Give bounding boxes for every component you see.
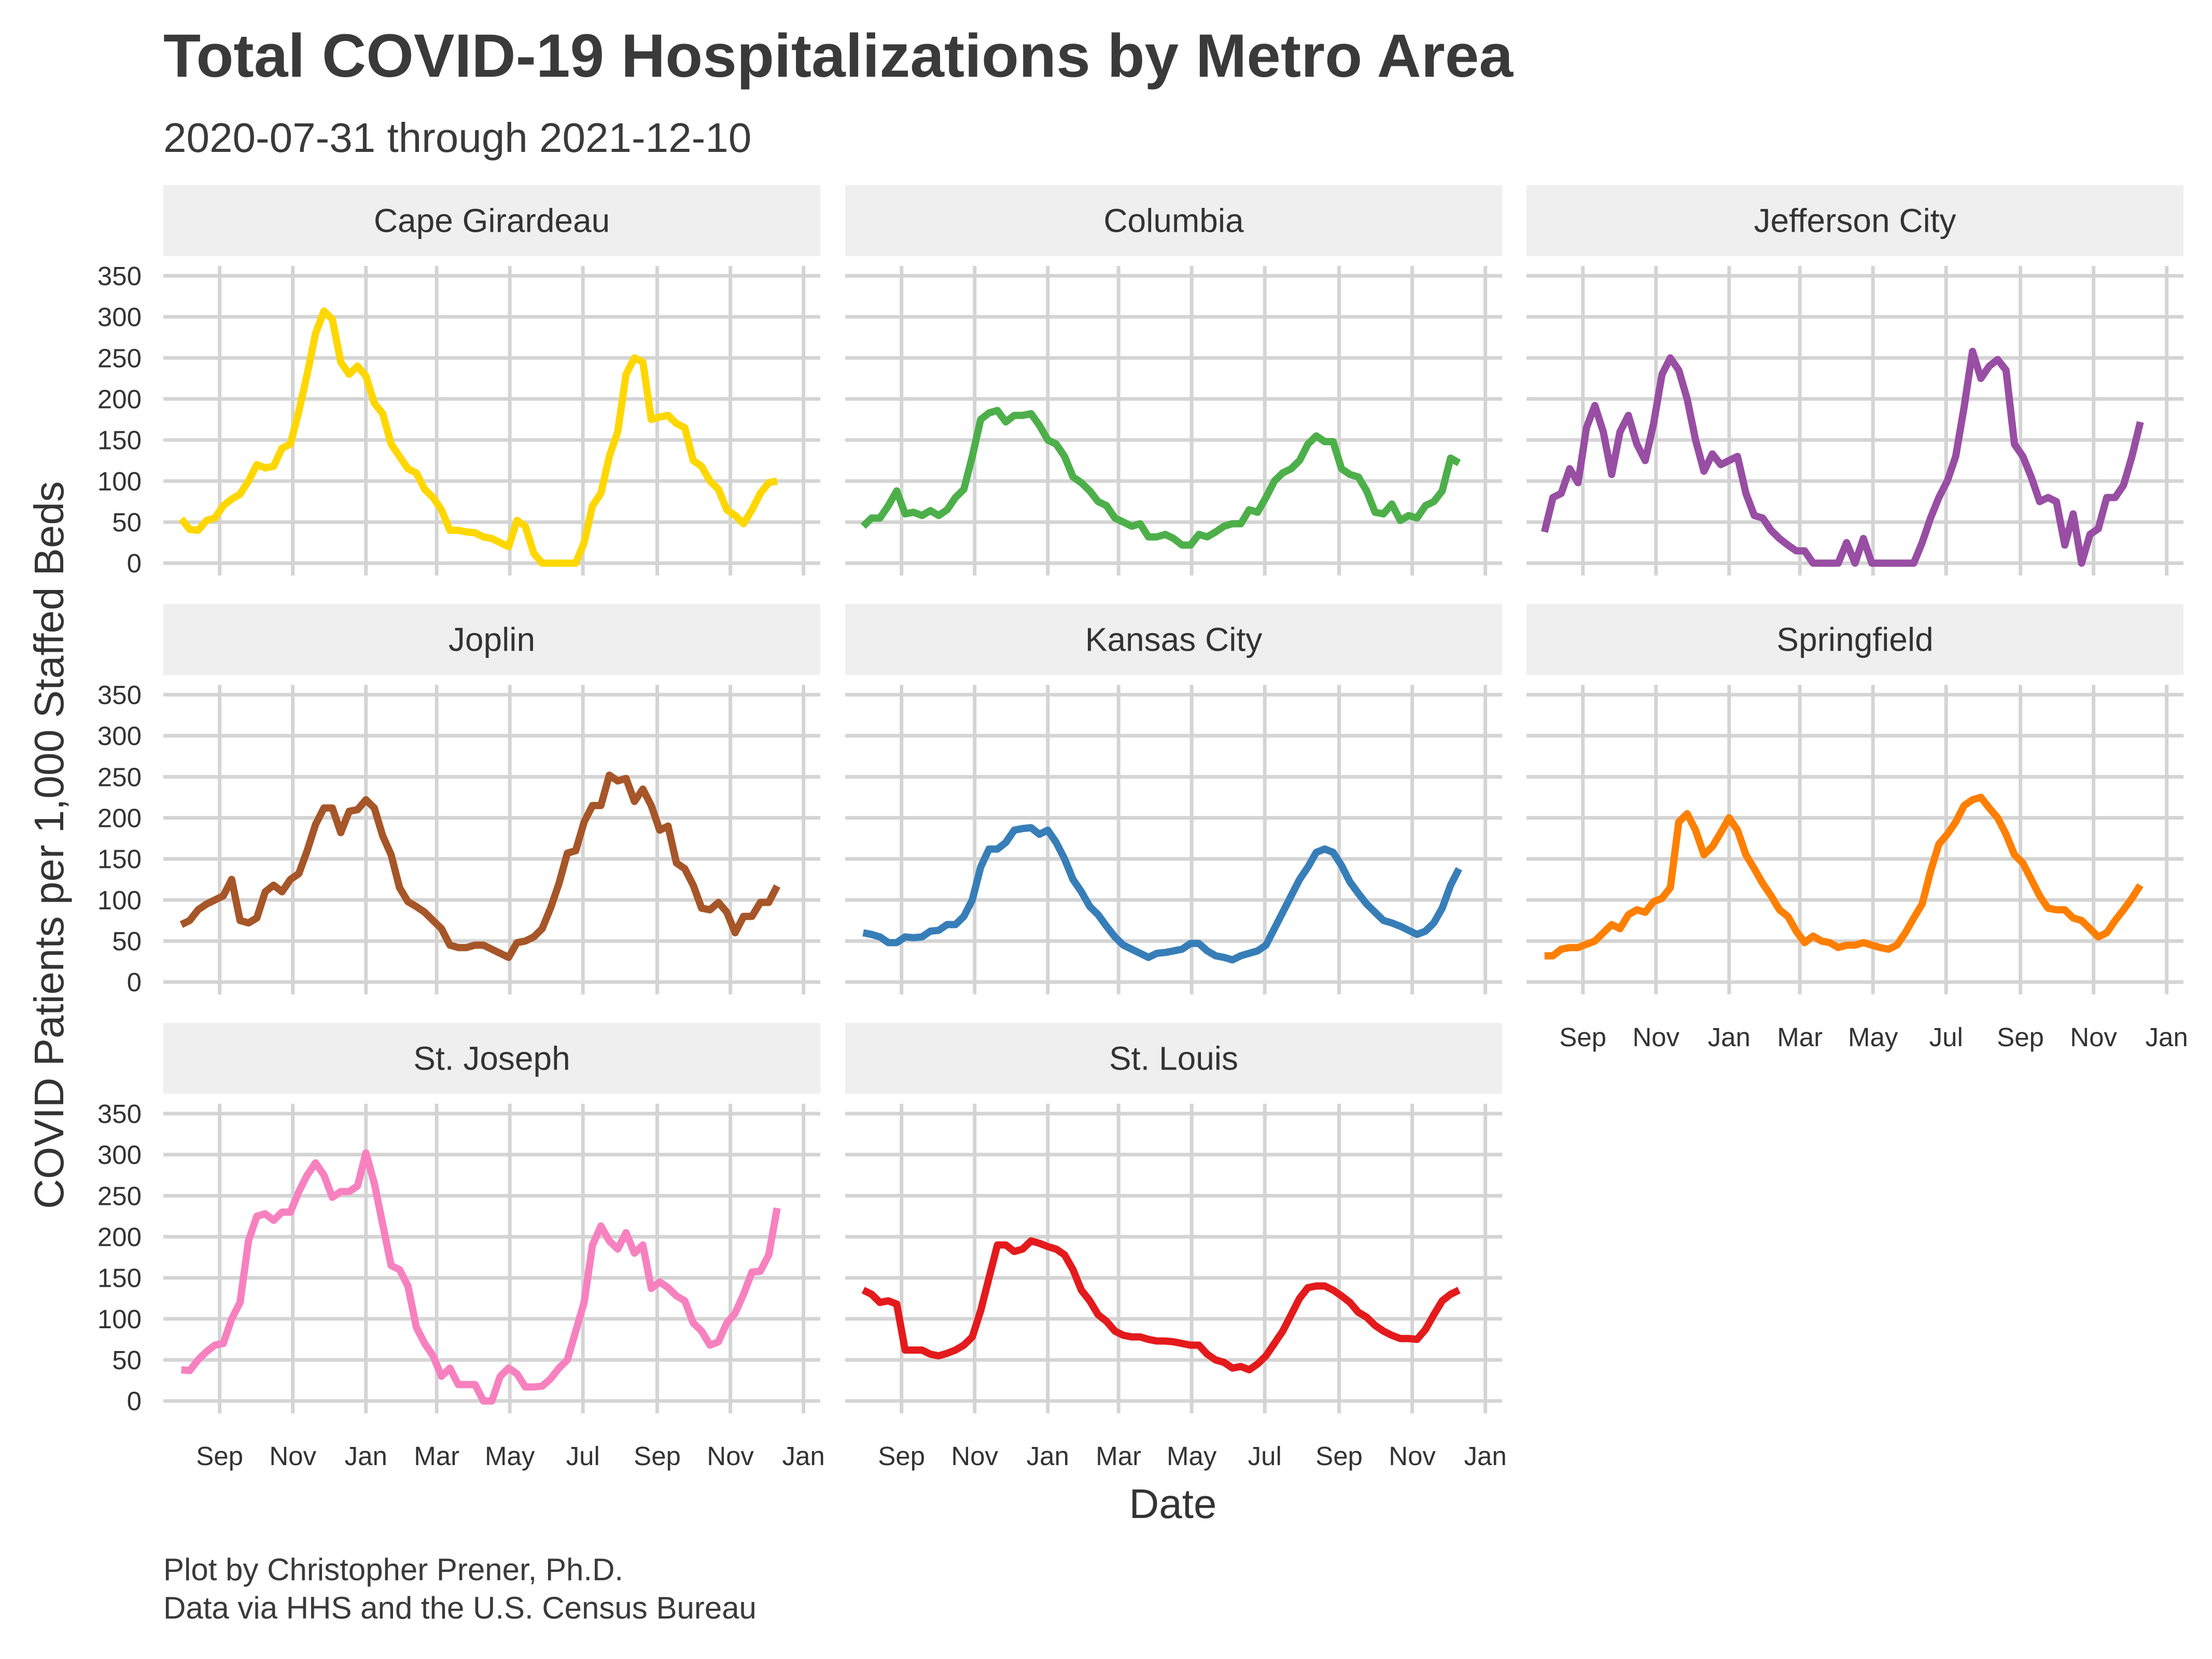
x-tick-label: Nov [1632,1022,1679,1052]
facet-panel: Joplin 0 50 100 150 200 250 300 350 [97,604,820,997]
x-tick-label: Jan [1708,1022,1751,1052]
facet-panel: St. Joseph 0 50 100 150 200 250 300 350 Sep Nov Jan… [97,1023,825,1471]
x-tick-label: Mar [1096,1441,1141,1471]
facet-strip [1527,604,2183,675]
facet-panel: Jefferson City [1527,185,2183,575]
facet-strip-label: St. Joseph [413,1040,570,1077]
facet-panel: Cape Girardeau 0 50 100 150 200 250 300 350 [97,185,820,578]
y-tick-label: 0 [127,549,142,578]
facet-strip [163,604,820,675]
x-tick-label: May [1848,1022,1898,1052]
facet-panel: St. Louis Sep Nov Jan Mar May Jul Sep Nov Jan [845,1023,1507,1471]
y-tick-label: 100 [97,1304,142,1334]
x-axis-title: Date [1129,1481,1217,1527]
x-tick-label: Mar [1777,1022,1823,1052]
series-line [861,1237,1461,1374]
x-tick-label: Nov [2070,1022,2117,1052]
facet-strip [845,604,1502,675]
y-tick-label: 50 [112,508,142,537]
x-tick-label: Nov [951,1441,998,1471]
series-line [179,771,781,961]
x-tick-label: May [485,1441,535,1471]
y-tick-label: 50 [112,926,142,956]
facet-strip [845,1023,1502,1094]
y-tick-label: 350 [97,1099,142,1129]
y-tick-label: 200 [97,385,142,414]
y-tick-label: 300 [97,302,142,332]
series-line [181,1149,781,1405]
y-tick-label: 100 [97,885,142,915]
x-tick-label: Nov [1389,1441,1436,1471]
facet-panel: Columbia [845,185,1502,575]
x-tick-label: Jul [1929,1022,1963,1052]
y-tick-label: 300 [97,721,142,751]
x-tick-label: Jul [1248,1441,1282,1471]
facet-panel: Springfield Sep Nov Jan Mar May Jul Sep Nov Jan [1527,604,2188,1052]
x-tick-label: Jul [566,1441,600,1471]
x-tick-label: Jan [782,1441,825,1471]
x-tick-label: Jan [1464,1441,1507,1471]
facet-strip-label: Joplin [449,621,535,658]
x-tick-label: Sep [1559,1022,1606,1052]
y-tick-label: 300 [97,1140,142,1170]
y-axis-title: COVID Patients per 1,000 Staffed Beds [26,481,72,1209]
facet-strip-label: Columbia [1103,202,1244,240]
x-tick-label: Sep [1315,1441,1363,1471]
x-tick-label: Jan [345,1441,387,1471]
x-tick-label: Sep [196,1441,243,1471]
series-line [1544,793,2144,960]
y-tick-label: 200 [97,1222,142,1252]
y-tick-label: 50 [112,1345,142,1375]
series-line [178,307,778,567]
caption-line-1: Plot by Christopher Prener, Ph.D. [163,1552,623,1587]
y-tick-label: 0 [127,1386,142,1416]
y-tick-label: 150 [97,426,142,455]
x-tick-label: Mar [414,1441,459,1471]
y-tick-label: 250 [97,1181,142,1211]
facet-panel: Kansas City [845,604,1502,994]
x-tick-label: Jan [2146,1022,2188,1052]
x-tick-label: Sep [1997,1022,2044,1052]
facet-strip-label: Springfield [1776,621,1933,658]
y-tick-label: 250 [97,762,142,792]
facet-strip [845,185,1502,256]
caption-line-2: Data via HHS and the U.S. Census Bureau [163,1591,757,1625]
chart-subtitle: 2020-07-31 through 2021-12-10 [163,115,751,161]
y-tick-label: 200 [97,804,142,833]
facet-strip-label: Kansas City [1085,621,1262,658]
x-tick-label: Sep [878,1441,925,1471]
facet-strip-label: St. Louis [1109,1040,1238,1077]
y-tick-label: 0 [127,967,142,997]
facet-strip-label: Cape Girardeau [374,202,610,240]
y-tick-label: 100 [97,467,142,496]
series-line [1541,347,2144,567]
facet-strip [163,185,820,256]
facet-strip [163,1023,820,1094]
y-tick-label: 150 [97,1263,142,1293]
x-tick-label: Nov [707,1441,754,1471]
y-tick-label: 350 [97,261,142,291]
y-tick-label: 150 [97,845,142,874]
facet-panels: Cape Girardeau 0 50 100 150 200 250 300 350 Colum… [97,185,2188,1471]
chart-title: Total COVID-19 Hospitalizations by Metro… [163,22,1514,90]
y-tick-label: 250 [97,343,142,373]
facet-strip-label: Jefferson City [1754,202,1956,240]
y-tick-label: 350 [97,680,142,710]
facet-strip [1527,185,2183,256]
series-line [862,824,1463,964]
x-tick-label: Jan [1027,1441,1069,1471]
x-tick-label: Nov [269,1441,316,1471]
series-line [860,406,1461,549]
x-tick-label: Sep [634,1441,681,1471]
x-tick-label: May [1167,1441,1217,1471]
